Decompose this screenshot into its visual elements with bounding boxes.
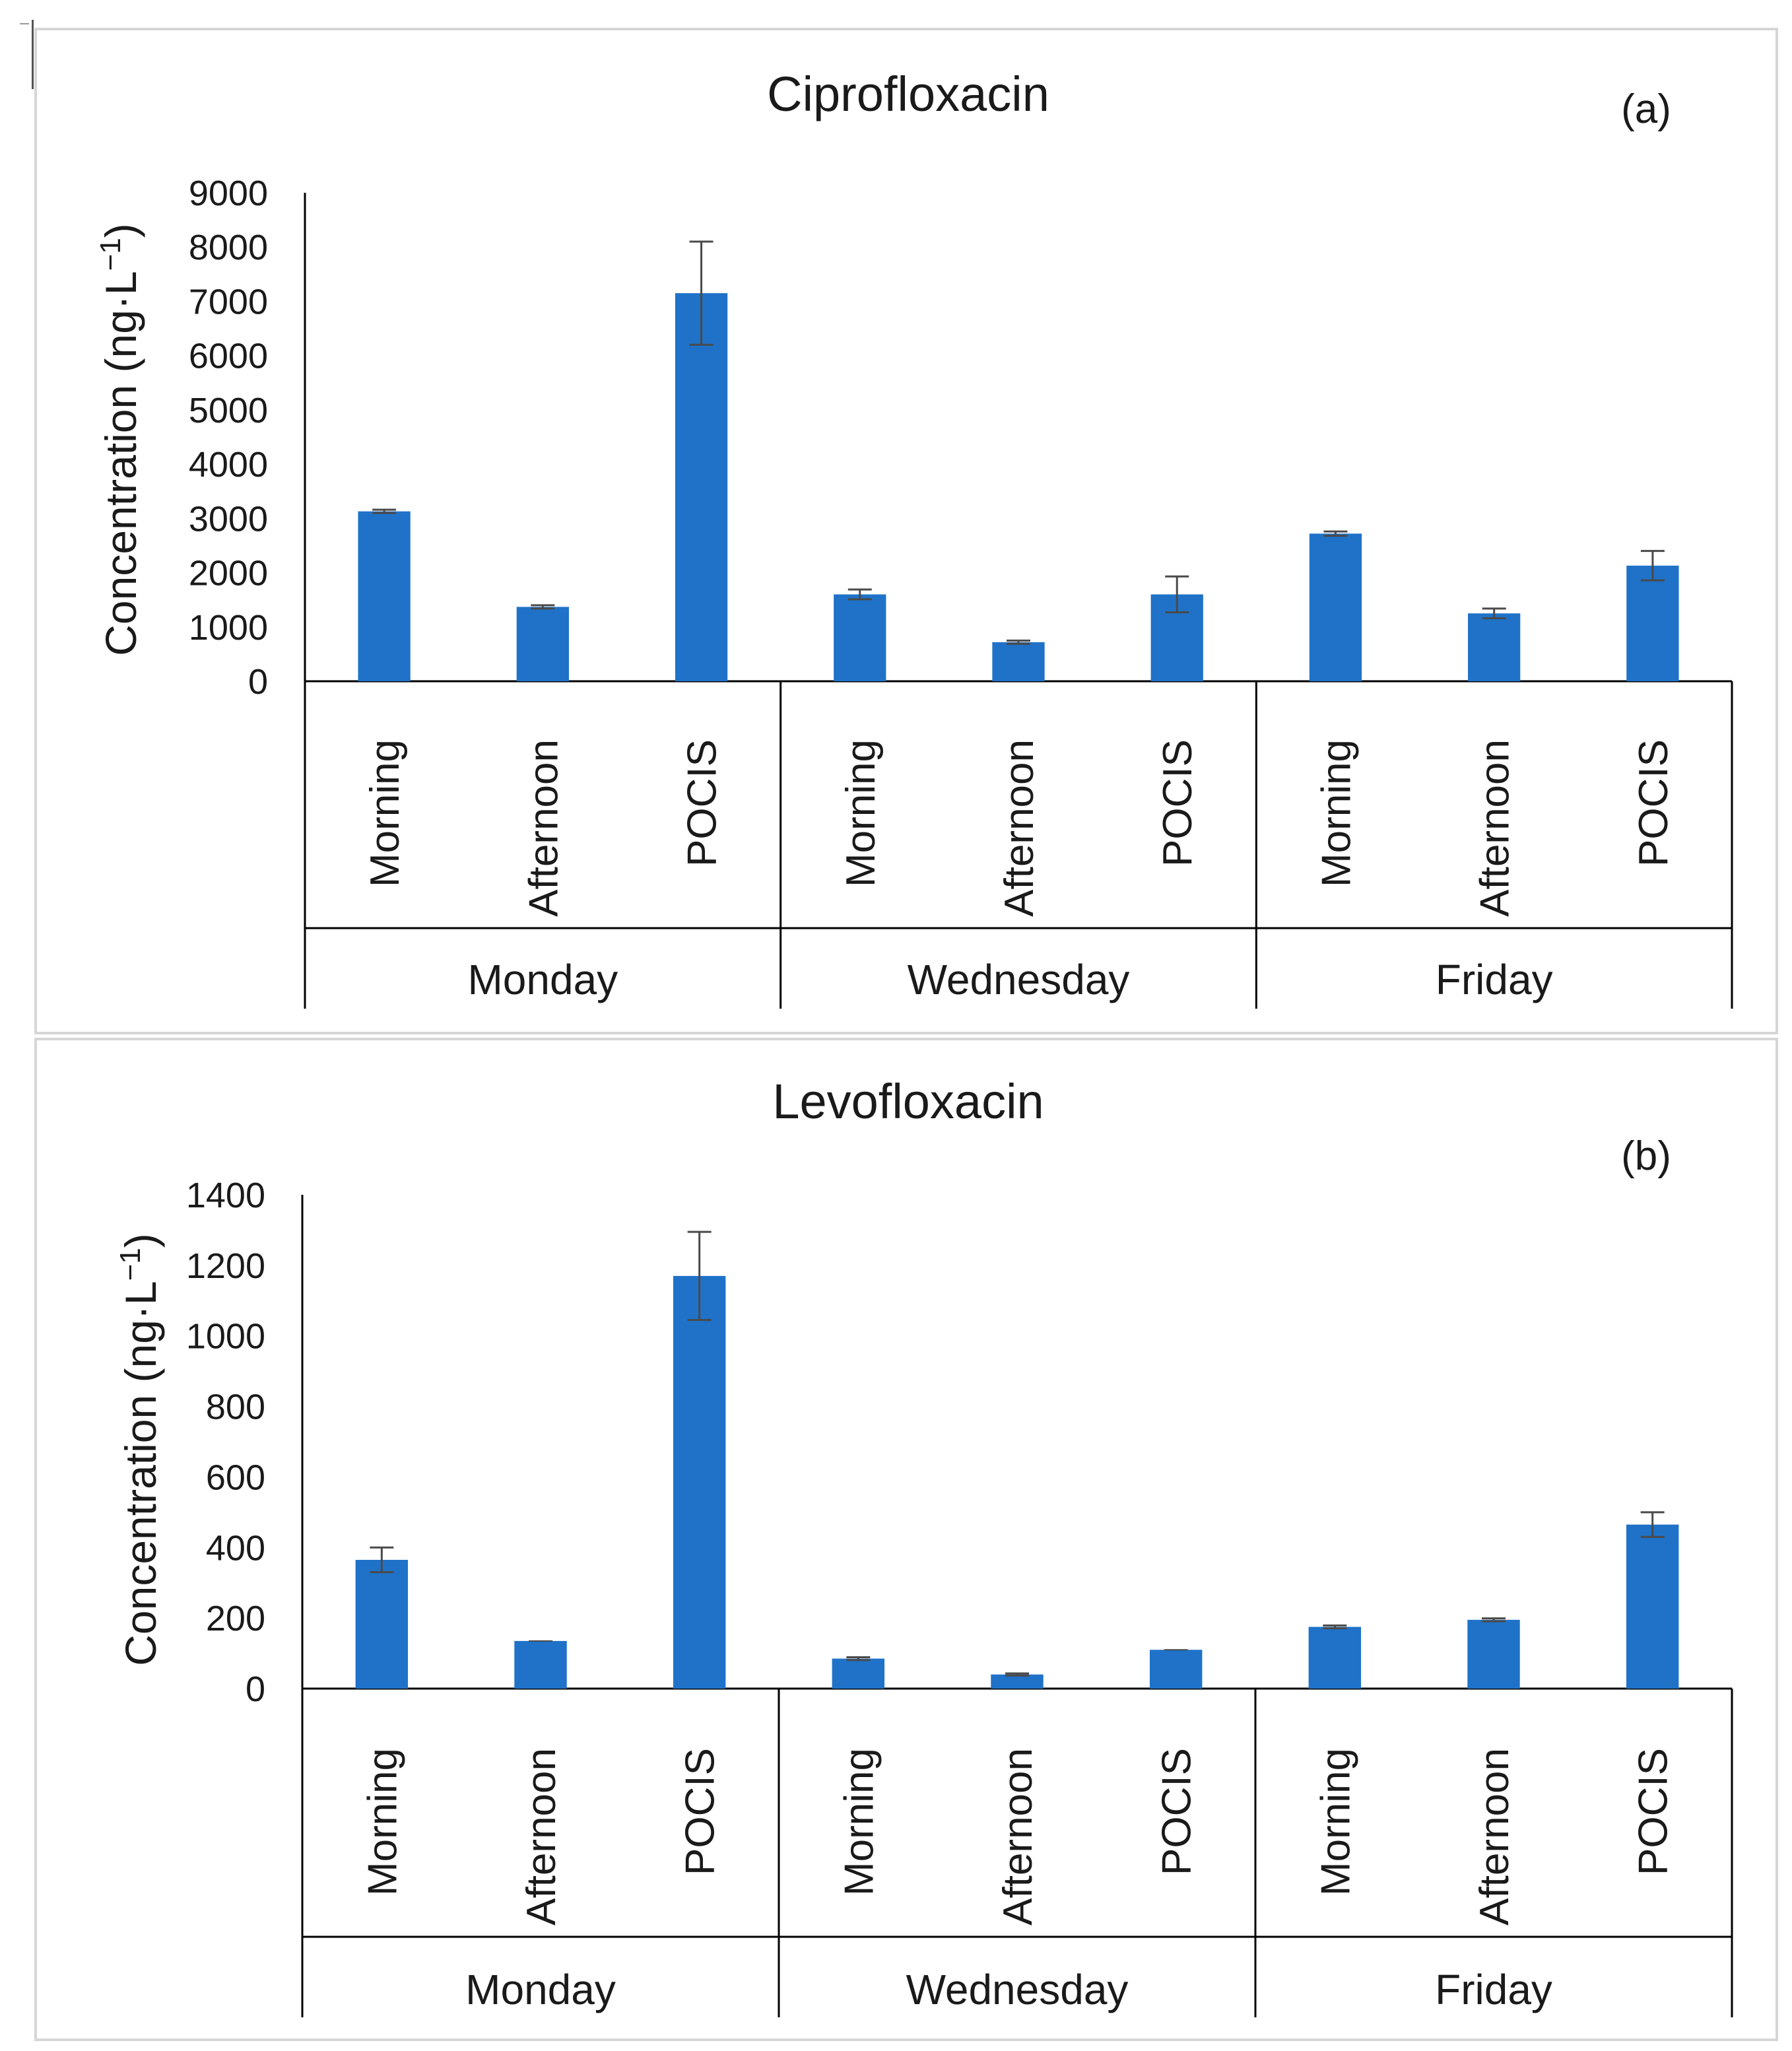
y-axis-label-close: ) — [116, 1233, 165, 1248]
category-label: POCIS — [680, 739, 725, 867]
category-label: Afternoon — [1473, 739, 1518, 917]
bar — [1626, 565, 1679, 681]
bar — [358, 511, 411, 681]
ciprofloxacin-chart-svg: Ciprofloxacin (a) Concentration (ng·L−1) 0 1… — [94, 67, 1733, 1009]
y-tick-label: 1000 — [186, 1317, 265, 1357]
y-tick-label: 1400 — [186, 1176, 265, 1215]
bar — [355, 1559, 409, 1689]
y-tick-label: 200 — [206, 1599, 265, 1638]
group-label: Monday — [467, 956, 618, 1003]
y-axis-label-superscript: −1 — [114, 1248, 147, 1281]
bar — [1467, 1619, 1520, 1689]
chart-panel-ciprofloxacin: Ciprofloxacin (a) Concentration (ng·L−1) 0 1… — [34, 28, 1778, 1034]
y-tick-label: 1000 — [189, 608, 268, 648]
y-axis-label-close: ) — [96, 223, 145, 238]
y-tick-label: 0 — [248, 662, 268, 702]
chart-title: Ciprofloxacin — [767, 67, 1049, 121]
y-axis-label-text: Concentration (ng·L — [116, 1281, 165, 1665]
bar — [834, 594, 886, 681]
y-axis-label: Concentration (ng·L−1) — [114, 1233, 165, 1666]
category-label: Morning — [1313, 739, 1359, 887]
corner-dash — [20, 23, 29, 24]
levofloxacin-chart-svg: Levofloxacin (b) Concentration (ng·L−1) 0 20… — [114, 1074, 1733, 2017]
chart-panel-levofloxacin: Levofloxacin (b) Concentration (ng·L−1) 0 20… — [34, 1038, 1778, 2041]
group-label: Wednesday — [908, 956, 1130, 1003]
bar — [673, 1275, 726, 1689]
category-label: Afternoon — [521, 739, 566, 917]
category-label: POCIS — [678, 1748, 723, 1875]
group-label: Friday — [1435, 1966, 1552, 2013]
category-label: Morning — [360, 1748, 405, 1896]
category-label: Morning — [836, 1748, 882, 1896]
category-label: POCIS — [1631, 739, 1676, 867]
y-tick-label: 3000 — [189, 499, 268, 539]
y-axis-label-superscript: −1 — [94, 238, 127, 271]
y-tick-label: 1200 — [186, 1246, 265, 1286]
category-label: Afternoon — [997, 739, 1042, 917]
category-label: Morning — [1313, 1748, 1358, 1896]
y-tick-label: 0 — [246, 1669, 265, 1709]
y-tick-label: 8000 — [189, 228, 268, 267]
category-label: Afternoon — [995, 1748, 1041, 1926]
bar — [514, 1640, 567, 1689]
group-label: Wednesday — [906, 1966, 1129, 2013]
category-label: Afternoon — [519, 1748, 564, 1926]
corner-tick — [32, 20, 34, 89]
panel-label: (a) — [1621, 86, 1671, 132]
y-tick-label: 600 — [206, 1458, 265, 1497]
y-axis-label-text: Concentration (ng·L — [96, 271, 145, 656]
y-tick-label: 9000 — [189, 174, 268, 213]
category-label: POCIS — [1154, 1748, 1200, 1875]
bar — [1626, 1524, 1679, 1689]
category-label: Morning — [362, 739, 408, 887]
bar — [1309, 533, 1362, 681]
y-tick-label: 7000 — [189, 282, 268, 321]
bar — [1468, 613, 1521, 681]
y-tick-label: 2000 — [189, 554, 268, 593]
group-label: Friday — [1436, 956, 1553, 1003]
category-label: Afternoon — [1472, 1748, 1517, 1926]
y-tick-label: 400 — [206, 1528, 265, 1568]
bar — [832, 1658, 885, 1689]
y-axis-label: Concentration (ng·L−1) — [94, 223, 145, 656]
category-label: POCIS — [1155, 739, 1201, 867]
panel-label: (b) — [1621, 1133, 1671, 1179]
bar — [991, 1674, 1044, 1689]
category-label: Morning — [838, 739, 884, 887]
y-tick-label: 6000 — [189, 337, 268, 376]
chart-title: Levofloxacin — [772, 1074, 1044, 1129]
bar — [516, 607, 569, 681]
group-label: Monday — [465, 1966, 616, 2013]
bar — [1308, 1627, 1362, 1689]
y-tick-label: 800 — [206, 1388, 265, 1427]
bar — [992, 642, 1045, 681]
bar — [1149, 1650, 1203, 1689]
y-tick-label: 4000 — [189, 445, 268, 485]
category-label: POCIS — [1631, 1748, 1676, 1875]
bar — [675, 293, 728, 682]
y-tick-label: 5000 — [189, 391, 268, 430]
